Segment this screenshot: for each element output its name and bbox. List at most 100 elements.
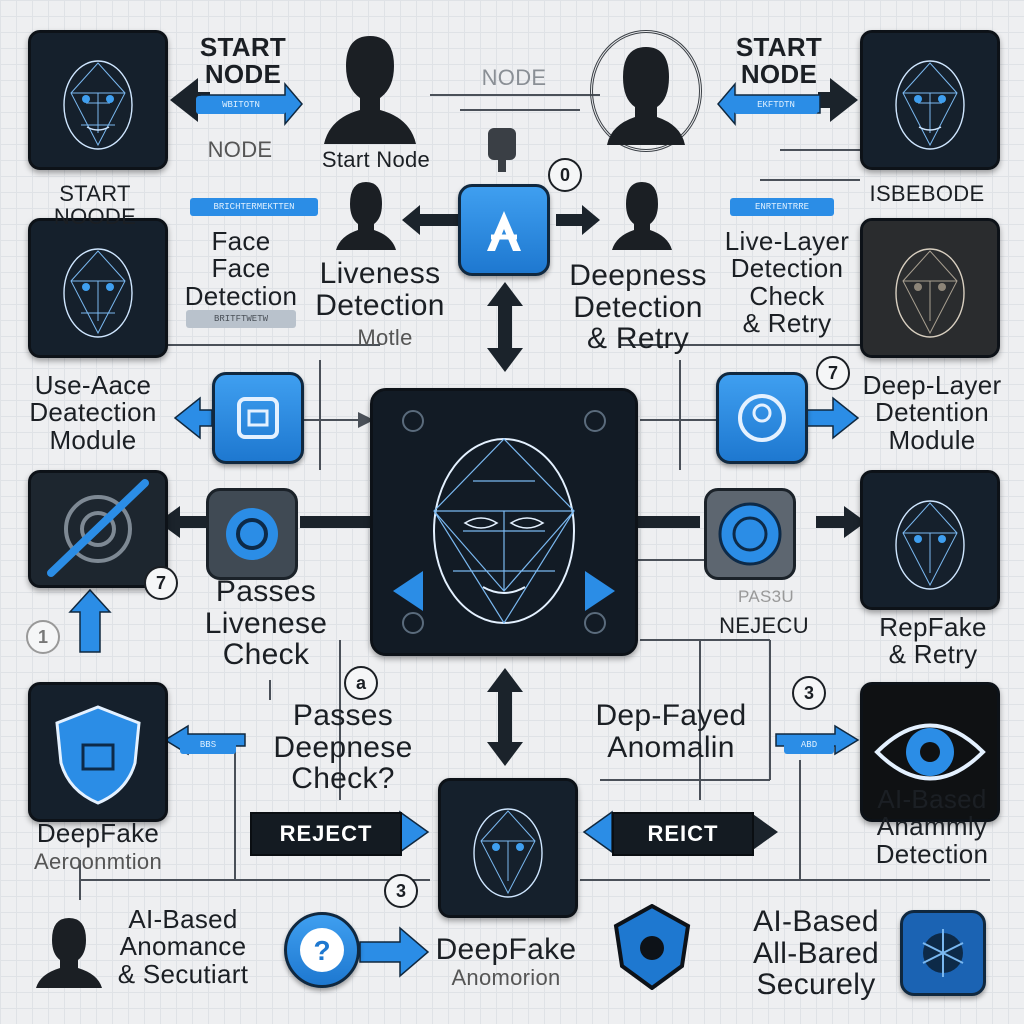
connector-bar-left [300,516,370,528]
deepfake-left-label: DeepFake [18,820,178,847]
app-logo-button[interactable] [458,184,550,276]
face-mesh-tile-right-2 [860,218,1000,358]
start-node-small-label: Start Node [306,148,446,171]
spider-tile-button[interactable] [900,910,986,996]
shield-tile [28,682,168,822]
target-icon [209,491,295,577]
double-arrow-right [556,205,600,235]
arrow-right-mid [816,506,866,538]
spider-badge [612,904,692,990]
head-silhouette-icon [320,26,420,146]
reject-lower-label: NEJECU [696,614,832,637]
start-noode-label: START NOODE [20,182,170,228]
deepfake-left-sub: Aeroonmtion [18,850,178,873]
dep-fayed-label: Dep-Fayed Anomalin [586,700,756,763]
plug-icon [482,124,522,174]
central-face-mesh-tile [370,388,638,656]
crossed-slash-icon [31,473,165,585]
deep-layer-label: Deep-Layer Detention Module [852,372,1012,454]
liveness-detection-label: Liveness Detection [306,258,454,321]
step-circle-three: 3 [792,676,826,710]
question-icon: ? [287,915,357,985]
face-mesh-icon [31,221,165,355]
step-circle-ghost: 1 [26,620,60,654]
node-label-left: NODE [190,138,290,161]
double-arrow-left [402,205,458,235]
head-silhouette-bottom [34,914,104,990]
face-mesh-icon [863,221,997,355]
blue-arrow-up [70,590,110,652]
face-mesh-icon [31,33,165,167]
pill-label: EKFTDTN [734,96,818,114]
spider-icon [903,913,983,993]
crossed-tile [28,470,168,588]
blue-arrow-use-aace [175,398,212,438]
live-layer-label: Live-Layer Detection Check & Retry [714,228,860,337]
blue-arrow-deep-layer [805,398,858,438]
pill-label: ENRTENTRRE [730,198,834,216]
pill-label: BRITFTWETW [186,310,296,328]
deep-layer-module-button[interactable] [716,372,808,464]
head-silhouette-icon [334,178,398,252]
head-silhouette-small-right [610,178,674,252]
location-icon [719,375,805,461]
use-aace-module-button[interactable] [212,372,304,464]
step-circle-first: 7 [144,566,178,600]
liveness-check-button[interactable] [206,488,298,580]
reject-lower-ghost: PAS3U [716,588,816,606]
target-icon [707,491,793,577]
face-mesh-icon [441,781,575,915]
node-ghost-label: NODE [444,66,584,89]
reject-banner-left[interactable]: REJECT [250,812,402,856]
passes-liveness-label: Passes Livenese Check [192,576,340,671]
ai-based-right-label: AI-Based Anammly Detection [854,786,1010,868]
shield-icon [31,685,165,819]
double-arrow-vertical-top [487,282,523,372]
repfake-label: RepFake & Retry [858,614,1008,669]
passes-deepness-label: Passes Deepnese Check? [268,700,418,795]
deepness-detection-label: Deepness Detection & Retry [556,260,720,355]
spider-badge-icon [612,904,692,990]
reject-check-button[interactable] [704,488,796,580]
deepfake-bottom-label: DeepFake [432,934,580,966]
woman-silhouette-seal [590,30,702,152]
help-button[interactable]: ? [284,912,360,988]
pill-label: BRICHTERMEKTTEN [190,198,318,216]
app-logo-icon [461,187,547,273]
blue-arrow-bottom [360,928,428,976]
connector-bar-right [636,516,700,528]
face-mesh-tile-top-left [28,30,168,170]
face-mesh-tile-right-3 [860,470,1000,610]
face-mesh-icon [373,391,635,653]
motle-label: Motle [330,326,440,349]
woman-silhouette-icon [593,33,699,149]
use-aace-label: Use-Aace Deatection Module [14,372,172,454]
face-mesh-icon [863,33,997,167]
face-detection-label: Face Face Detection [172,228,310,310]
step-circle-seven: 7 [816,356,850,390]
head-silhouette-small-left [334,178,398,252]
svg-text:?: ? [313,935,330,966]
face-mesh-icon [863,473,997,607]
pill-label: WBITOTN [196,96,286,114]
head-silhouette-top [320,26,420,146]
head-silhouette-icon [34,914,104,990]
pill-label: ABD [784,736,834,754]
plug-icon-holder [482,124,522,174]
start-node-label-left: START NODE [188,34,298,89]
start-node-label-right: START NODE [724,34,834,89]
isbebode-label: ISBEBODE [852,182,1002,205]
pill-label: BBS [180,736,236,754]
frame-icon [215,375,301,461]
head-silhouette-icon [610,178,674,252]
step-circle-zero: 0 [548,158,582,192]
step-circle-a: a [344,666,378,700]
deepfake-bottom-sub: Anomorion [432,966,580,989]
face-mesh-tile-top-right [860,30,1000,170]
face-mesh-tile-bottom [438,778,578,918]
double-arrow-vertical-bottom [487,668,523,766]
reject-banner-right[interactable]: REICT [612,812,754,856]
ai-based-bottom-left-label: AI-Based Anomance & Secutiart [100,906,266,988]
step-circle-bottom-three: 3 [384,874,418,908]
face-mesh-tile-left-2 [28,218,168,358]
